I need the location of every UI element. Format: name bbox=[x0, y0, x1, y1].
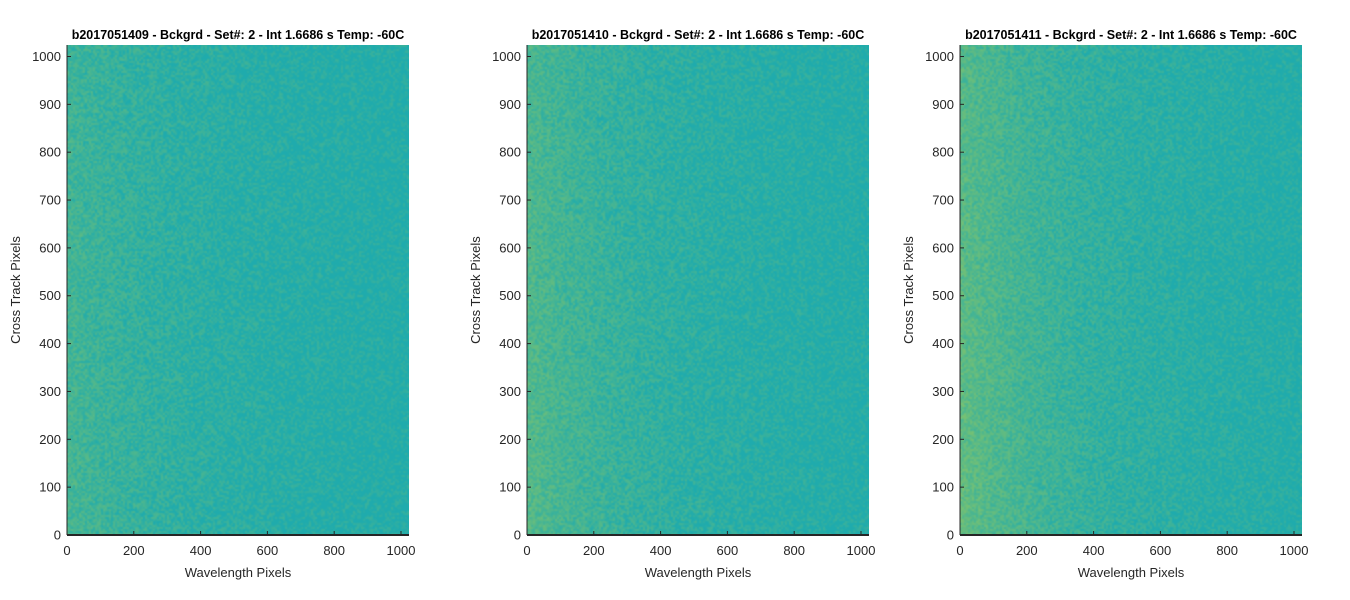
y-tick-label: 0 bbox=[947, 528, 954, 543]
chart-title: b2017051411 - Bckgrd - Set#: 2 - Int 1.6… bbox=[965, 28, 1297, 42]
x-tick-label: 600 bbox=[717, 543, 739, 558]
y-tick-label: 700 bbox=[499, 193, 521, 208]
chart-title: b2017051410 - Bckgrd - Set#: 2 - Int 1.6… bbox=[532, 28, 865, 42]
x-tick-label: 400 bbox=[1083, 543, 1105, 558]
y-tick-label: 700 bbox=[39, 193, 61, 208]
x-tick-label: 1000 bbox=[387, 543, 416, 558]
x-tick-label: 600 bbox=[1150, 543, 1172, 558]
chart-panel-3: 0 200 400 600 800 1000 0 100 200 300 400 500 600 700 8… bbox=[901, 28, 1308, 580]
y-tick-label: 900 bbox=[39, 97, 61, 112]
y-tick-label: 100 bbox=[932, 480, 954, 495]
y-tick-label: 900 bbox=[499, 97, 521, 112]
x-tick-label: 1000 bbox=[1280, 543, 1309, 558]
x-tick-label: 0 bbox=[523, 543, 530, 558]
x-tick-label: 600 bbox=[257, 543, 279, 558]
y-axis-label: Cross Track Pixels bbox=[8, 236, 23, 344]
y-tick-label: 100 bbox=[39, 480, 61, 495]
x-tick-label: 200 bbox=[583, 543, 605, 558]
y-tick-label: 600 bbox=[932, 240, 954, 255]
x-tick-label: 0 bbox=[63, 543, 70, 558]
x-tick-label: 800 bbox=[1216, 543, 1238, 558]
y-tick-label: 800 bbox=[39, 145, 61, 160]
y-tick-label: 100 bbox=[499, 480, 521, 495]
chart-panel-1: 0 200 400 600 800 1000 0 100 200 300 400 500 600 700 8… bbox=[8, 28, 415, 580]
y-tick-label: 200 bbox=[39, 432, 61, 447]
y-tick-label: 500 bbox=[932, 288, 954, 303]
x-tick-label: 400 bbox=[190, 543, 212, 558]
y-tick-label: 300 bbox=[39, 384, 61, 399]
heatmap-image bbox=[960, 45, 1302, 535]
y-tick-label: 200 bbox=[499, 432, 521, 447]
y-tick-label: 1000 bbox=[925, 49, 954, 64]
x-tick-label: 200 bbox=[123, 543, 145, 558]
x-tick-label: 800 bbox=[783, 543, 805, 558]
y-tick-label: 300 bbox=[499, 384, 521, 399]
y-tick-label: 400 bbox=[499, 336, 521, 351]
y-axis-label: Cross Track Pixels bbox=[468, 236, 483, 344]
y-tick-label: 800 bbox=[932, 145, 954, 160]
y-tick-label: 0 bbox=[54, 528, 61, 543]
y-tick-label: 500 bbox=[499, 288, 521, 303]
chart-panel-2: 0 200 400 600 800 1000 0 100 200 300 400 500 600 700 8… bbox=[468, 28, 875, 580]
y-tick-label: 400 bbox=[39, 336, 61, 351]
y-tick-label: 200 bbox=[932, 432, 954, 447]
y-tick-label: 1000 bbox=[492, 49, 521, 64]
x-axis-label: Wavelength Pixels bbox=[185, 565, 292, 580]
y-tick-label: 300 bbox=[932, 384, 954, 399]
x-axis-label: Wavelength Pixels bbox=[1078, 565, 1185, 580]
y-tick-label: 600 bbox=[39, 240, 61, 255]
y-tick-label: 0 bbox=[514, 528, 521, 543]
chart-title: b2017051409 - Bckgrd - Set#: 2 - Int 1.6… bbox=[72, 28, 405, 42]
y-tick-label: 500 bbox=[39, 288, 61, 303]
x-tick-label: 400 bbox=[650, 543, 672, 558]
x-tick-label: 0 bbox=[956, 543, 963, 558]
y-tick-label: 1000 bbox=[32, 49, 61, 64]
x-tick-label: 1000 bbox=[847, 543, 876, 558]
y-tick-label: 900 bbox=[932, 97, 954, 112]
y-tick-label: 600 bbox=[499, 240, 521, 255]
heatmap-image bbox=[67, 45, 409, 535]
heatmap-image bbox=[527, 45, 869, 535]
y-axis-label: Cross Track Pixels bbox=[901, 236, 916, 344]
x-tick-label: 800 bbox=[323, 543, 345, 558]
y-tick-label: 400 bbox=[932, 336, 954, 351]
x-axis-label: Wavelength Pixels bbox=[645, 565, 752, 580]
x-tick-label: 200 bbox=[1016, 543, 1038, 558]
y-tick-label: 700 bbox=[932, 193, 954, 208]
y-tick-label: 800 bbox=[499, 145, 521, 160]
